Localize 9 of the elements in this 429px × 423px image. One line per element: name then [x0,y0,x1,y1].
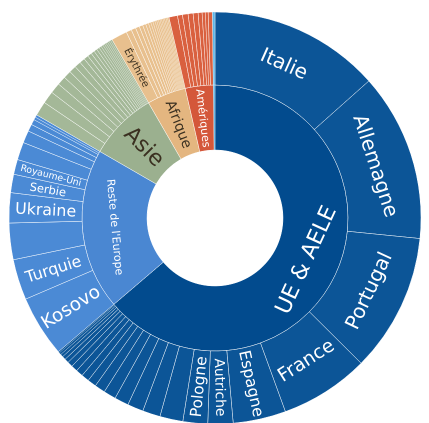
slice-label: Autriche [210,358,228,417]
slice-label: Turquie [22,251,84,287]
slice-label: Ukraine [14,198,77,221]
slice-label: Espagne [235,348,268,419]
slice-label: Pologne [186,355,211,418]
slice-label: Amériques [193,88,214,148]
slice-label: Reste de l'Europe [104,178,126,276]
slice-label: UE & AELE [270,202,342,318]
slice-label: Italie [256,42,312,84]
